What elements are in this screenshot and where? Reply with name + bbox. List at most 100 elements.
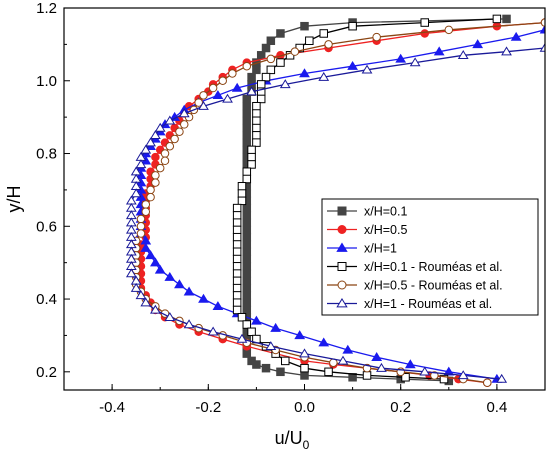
data-point — [290, 47, 300, 56]
data-point — [130, 188, 142, 198]
data-point — [237, 189, 247, 198]
data-point — [242, 61, 252, 71]
data-point — [252, 65, 261, 75]
y-tick-label: 0.8 — [36, 146, 57, 163]
data-point — [401, 373, 410, 382]
data-point — [501, 46, 512, 56]
data-point — [372, 32, 381, 42]
data-point — [242, 174, 252, 184]
legend-marker — [337, 206, 347, 216]
data-point — [136, 229, 146, 238]
data-point — [237, 312, 247, 322]
x-tick-label: 0.2 — [390, 399, 411, 416]
data-point — [242, 109, 252, 118]
data-point — [270, 322, 282, 332]
data-point — [145, 137, 156, 147]
data-point — [247, 152, 256, 162]
data-point — [145, 250, 156, 260]
data-point — [294, 330, 306, 340]
data-point — [496, 373, 508, 383]
data-point — [146, 185, 155, 195]
data-point — [155, 163, 165, 173]
data-point — [472, 39, 484, 49]
data-point — [324, 367, 333, 377]
data-point — [251, 315, 262, 325]
data-point — [246, 86, 257, 96]
data-point — [242, 167, 252, 176]
data-point — [265, 341, 277, 351]
data-point — [299, 348, 310, 358]
data-point — [164, 271, 176, 281]
series-layer — [125, 14, 545, 387]
data-point — [242, 116, 252, 126]
x-axis-ticks: -0.4 -0.2 0.0 0.2 0.4 — [63, 384, 546, 416]
y-tick-label: 1.0 — [36, 73, 57, 90]
data-point — [252, 360, 261, 369]
data-point — [256, 80, 266, 89]
data-point — [242, 101, 252, 111]
data-point — [443, 366, 455, 376]
data-point — [242, 269, 252, 278]
data-point — [164, 115, 176, 125]
legend-label: x/H=1 - Rouméas et al. — [364, 297, 492, 311]
data-point — [208, 83, 218, 93]
x-tick-label: 0.4 — [486, 399, 507, 416]
data-point — [242, 203, 252, 213]
data-point — [348, 21, 357, 31]
y-axis-label: y/H — [4, 186, 24, 213]
x-tick-label: -0.4 — [99, 399, 125, 416]
legend-entry: x/H=1 - Rouméas et al. — [327, 297, 492, 311]
data-point — [242, 276, 252, 286]
data-point — [140, 144, 152, 154]
data-point — [174, 279, 185, 289]
y-tick-label: 0.4 — [36, 291, 57, 308]
legend-label: x/H=1 — [364, 242, 397, 256]
data-point — [136, 214, 146, 224]
y-tick-label: 1.2 — [36, 0, 57, 17]
data-point — [242, 123, 252, 133]
legend-label: x/H=0.1 — [364, 205, 407, 219]
data-point — [141, 207, 151, 216]
data-point — [318, 337, 330, 347]
data-point — [135, 290, 147, 300]
data-point — [231, 82, 243, 92]
data-point — [140, 242, 152, 252]
data-point — [299, 68, 310, 78]
data-point — [160, 156, 170, 166]
data-point — [150, 304, 161, 314]
data-point — [198, 293, 209, 303]
data-point — [232, 283, 242, 293]
data-point — [242, 262, 252, 271]
data-point — [252, 131, 261, 140]
data-point — [409, 57, 421, 67]
legend-label: x/H=0.1 - Rouméas et al. — [364, 260, 503, 274]
data-point — [160, 149, 170, 158]
data-point — [276, 58, 285, 67]
data-point — [318, 71, 330, 81]
data-point — [242, 232, 252, 242]
legend-marker — [337, 280, 347, 290]
data-point — [242, 291, 252, 300]
data-point — [242, 298, 252, 307]
data-point — [261, 363, 271, 373]
data-point — [207, 326, 219, 336]
data-point — [319, 29, 328, 38]
data-point — [232, 240, 242, 249]
data-point — [232, 211, 242, 220]
data-point — [510, 31, 522, 41]
legend-marker — [337, 262, 347, 271]
data-point — [242, 305, 252, 315]
data-point — [130, 282, 142, 292]
x-tick-label: 0.0 — [294, 399, 315, 416]
data-point — [151, 171, 160, 180]
data-point — [242, 138, 252, 147]
legend-entry: x/H=1 — [327, 242, 397, 256]
data-point — [141, 200, 151, 209]
data-point — [266, 54, 276, 64]
data-point — [232, 262, 242, 271]
data-point — [281, 356, 290, 366]
data-point — [242, 247, 252, 257]
data-point — [170, 134, 179, 144]
data-point — [242, 349, 252, 358]
legend-label: x/H=0.5 - Rouméas et al. — [364, 279, 503, 293]
